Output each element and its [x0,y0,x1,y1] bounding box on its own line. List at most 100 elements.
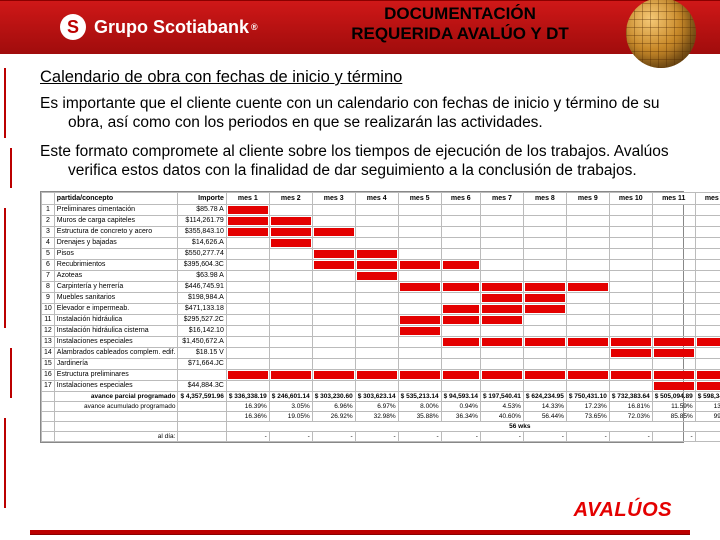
gantt-bar [269,369,312,380]
gantt-bar [523,303,566,314]
gantt-row: 10Elevador e impermeab.$471,133.18 [42,303,720,314]
left-decoration [0,58,20,518]
gantt-bar [269,226,312,237]
col-header-month: mes 12 [695,192,720,204]
title-line1: DOCUMENTACIÓN [320,4,600,24]
gantt-bar [566,369,609,380]
gantt-bar [226,215,269,226]
gantt-days-row: al día:-------------- [42,431,720,441]
gantt-row: 8Carpintería y herrería$446,745.91 [42,281,720,292]
gantt-bar [609,369,652,380]
col-header-concept: partida/concepto [54,192,178,204]
gantt-bar [226,369,269,380]
gantt-bar [226,204,269,215]
gantt-bar [652,369,695,380]
col-header-amount: Importe [178,192,226,204]
gantt-bar [480,336,523,347]
gantt-bar [695,380,720,391]
gantt-bar [566,281,609,292]
gantt-bar [441,303,480,314]
gantt-row: 3Estructura de concreto y acero$355,843.… [42,226,720,237]
gantt-bar [355,248,398,259]
gantt-row: 15Jardinería$71,664.JC [42,358,720,369]
gantt-bar [652,336,695,347]
col-header-month: mes 11 [652,192,695,204]
registered-icon: ® [251,22,258,32]
gantt-row: 6Recubrimientos$395,604.3C [42,259,720,270]
title-line2: REQUERIDA AVALÚO Y DT [320,24,600,44]
gantt-bar [312,248,355,259]
gantt-bar [695,336,720,347]
col-header-month: mes 3 [312,192,355,204]
gantt-bar [312,259,355,270]
logo-s-icon: S [60,14,86,40]
gantt-bar [523,369,566,380]
col-header-month: mes 2 [269,192,312,204]
gantt-bar [523,281,566,292]
col-header-month: mes 1 [226,192,269,204]
gantt-totals-row: avance parcial programado$ 4,357,591.96$… [42,391,720,401]
gantt-bar [480,314,523,325]
gantt-weeks-row: 56 wks [42,421,720,431]
gantt-bar [398,369,441,380]
gantt-row: 17Instalaciones especiales$44,884.3C [42,380,720,391]
gantt-bar [652,380,695,391]
gantt-bar [441,259,480,270]
gantt-bar [609,347,652,358]
col-header-month: mes 6 [441,192,480,204]
content-area: Calendario de obra con fechas de inicio … [0,54,720,443]
gantt-bar [226,226,269,237]
col-header-month: mes 9 [566,192,609,204]
gantt-bar [609,336,652,347]
subtitle: Calendario de obra con fechas de inicio … [40,68,684,87]
gantt-row: 12Instalación hidráulica cisterna$16,142… [42,325,720,336]
gantt-bar [441,281,480,292]
footer-brand: AVALÚOS [574,499,672,522]
col-header-month: mes 4 [355,192,398,204]
gantt-row: 5Pisos$550,277.74 [42,248,720,259]
gantt-row: 16Estructura preliminares [42,369,720,380]
gantt-cum-row: 16.36%19.05%26.92%32.98%35.88%36.34%40.6… [42,411,720,421]
gantt-bar [441,336,480,347]
brand-logo: S Grupo Scotiabank ® [60,14,258,40]
gantt-bar [312,226,355,237]
gantt-row: 4Drenajes y bajadas$14,626.A [42,237,720,248]
col-header-month: mes 10 [609,192,652,204]
gantt-bar [480,281,523,292]
gantt-bar [355,270,398,281]
gantt-bar [355,369,398,380]
gantt-bar [398,281,441,292]
gantt-table: partida/conceptoImportemes 1mes 2mes 3me… [41,192,720,442]
gantt-bar [480,303,523,314]
gantt-bar [523,336,566,347]
gantt-bar [480,292,523,303]
gantt-bar [523,292,566,303]
globe-icon [626,0,696,68]
gantt-bar [398,259,441,270]
gantt-bar [652,347,695,358]
slide-title: DOCUMENTACIÓN REQUERIDA AVALÚO Y DT [320,4,600,43]
col-header-month: mes 7 [480,192,523,204]
bottom-border [30,530,690,534]
gantt-bar [398,325,441,336]
gantt-row: 1Preliminares cimentación$85.78 A [42,204,720,215]
gantt-bar [480,369,523,380]
header-bar: S Grupo Scotiabank ® DOCUMENTACIÓN REQUE… [0,0,720,54]
gantt-bar [269,215,312,226]
gantt-row: 14Alambrados cableados complem. edif.$18… [42,347,720,358]
gantt-row: 7Azoteas$63.98 A [42,270,720,281]
gantt-bar [566,336,609,347]
gantt-bar [312,369,355,380]
gantt-bar [355,259,398,270]
gantt-row: 13Instalaciones especiales$1,450,672.A [42,336,720,347]
paragraph-1: Es importante que el cliente cuente con … [40,95,684,133]
paragraph-2: Este formato compromete al cliente sobre… [40,143,684,181]
gantt-pct-row: avance acumulado programado16.39%3.05%6.… [42,401,720,411]
gantt-bar [441,369,480,380]
gantt-bar [269,237,312,248]
gantt-row: 11Instalación hidráulica$295,527.2C [42,314,720,325]
gantt-bar [695,369,720,380]
brand-text: Grupo Scotiabank [94,17,249,38]
gantt-row: 2Muros de carga capiteles$114,261.79 [42,215,720,226]
gantt-row: 9Muebles sanitarios$198,984.A [42,292,720,303]
